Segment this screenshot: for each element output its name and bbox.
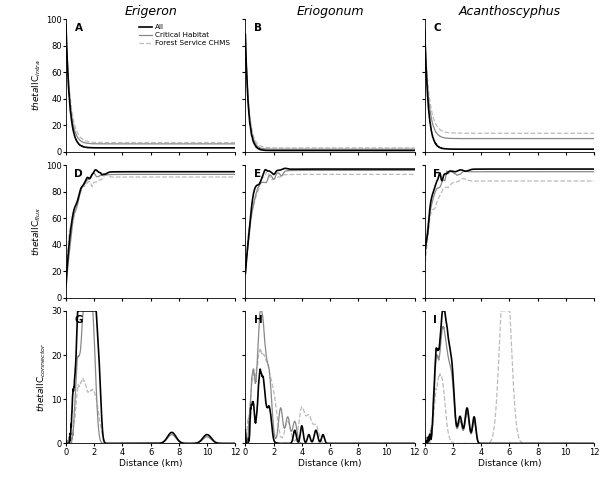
Y-axis label: $\it{the}$$\it{ta}$IIC$_{\it{intra}}$: $\it{the}$$\it{ta}$IIC$_{\it{intra}}$ [31,60,43,111]
Text: C: C [433,23,441,33]
Title: Erigeron: Erigeron [124,5,177,18]
X-axis label: Distance (km): Distance (km) [119,459,182,469]
Title: Acanthoscyphus: Acanthoscyphus [458,5,560,18]
Legend: All, Critical Habitat, Forest Service CHMS: All, Critical Habitat, Forest Service CH… [138,23,232,48]
Text: E: E [254,169,261,179]
Title: Eriogonum: Eriogonum [296,5,364,18]
Text: D: D [74,169,83,179]
Text: B: B [254,23,262,33]
Text: I: I [433,315,437,325]
Text: A: A [74,23,82,33]
Text: G: G [74,315,83,325]
Y-axis label: $\it{the}$$\it{ta}$IIC$_{\it{connector}}$: $\it{the}$$\it{ta}$IIC$_{\it{connector}}… [36,342,49,412]
Text: F: F [433,169,440,179]
X-axis label: Distance (km): Distance (km) [478,459,541,469]
X-axis label: Distance (km): Distance (km) [298,459,362,469]
Y-axis label: $\it{the}$$\it{ta}$IIC$_{\it{flux}}$: $\it{the}$$\it{ta}$IIC$_{\it{flux}}$ [31,207,43,256]
Text: H: H [254,315,263,325]
